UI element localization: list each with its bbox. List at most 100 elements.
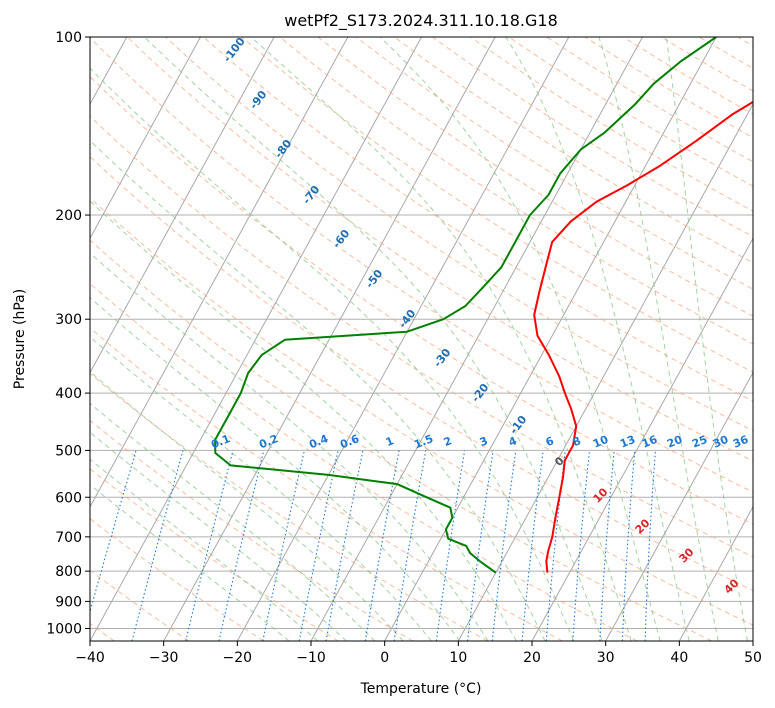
- dry-adiabat-line: [90, 37, 753, 493]
- isotherm-line: [90, 37, 201, 240]
- dry-adiabat-line: [90, 419, 414, 641]
- x-tick-label: 50: [744, 650, 762, 666]
- moist-adiabat-line: [90, 336, 432, 641]
- moist-adiabat-line: [598, 37, 719, 641]
- mixing-ratio-line: [185, 450, 234, 641]
- moist-adiabat-line: [90, 371, 404, 641]
- isotherm-line: [90, 37, 275, 374]
- axis-layer: −40 −30 −20 −10 0 10 20 30 40 50 100 200 300 400 500 60…: [46, 30, 762, 666]
- moist-adiabat-label: 30: [677, 545, 697, 565]
- mixing-ratio-label: 10: [591, 433, 610, 451]
- mixing-ratio-label: 3: [478, 434, 490, 449]
- moist-adiabat-line: [90, 458, 319, 641]
- isotherm-line: [752, 639, 753, 641]
- dry-adiabat-label: -90: [247, 88, 270, 112]
- isotherm-line: [457, 103, 753, 641]
- dry-adiabat-label: -30: [431, 346, 454, 370]
- moist-adiabat-line: [90, 402, 376, 641]
- y-tick-label: 400: [55, 386, 82, 402]
- mixing-ratio-line: [466, 450, 494, 641]
- x-tick-label: 20: [523, 650, 541, 666]
- dry-adiabat-line: [90, 569, 190, 641]
- x-tick-label: −40: [75, 650, 105, 666]
- mixing-ratio-line: [393, 450, 427, 641]
- isotherm-line: [90, 37, 349, 508]
- dry-adiabat-line: [90, 518, 264, 641]
- dry-adiabat-line: [90, 282, 638, 641]
- dry-adiabat-line: [394, 37, 753, 264]
- dry-adiabat-line: [90, 155, 753, 592]
- x-tick-label: −10: [296, 650, 326, 666]
- y-tick-label: 200: [55, 208, 82, 224]
- dry-adiabat-label: -10: [507, 413, 530, 437]
- dry-adiabat-label: -50: [363, 267, 386, 291]
- y-tick-label: 500: [55, 443, 82, 459]
- dry-adiabat-line: [432, 37, 753, 238]
- isotherm-line: [678, 505, 753, 641]
- dry-adiabat-label: -60: [330, 227, 353, 251]
- dry-adiabat-line: [90, 468, 339, 641]
- isotherm-line: [310, 37, 643, 641]
- y-tick-label: 800: [55, 564, 82, 580]
- x-tick-label: 40: [670, 650, 688, 666]
- mixing-ratio-line: [572, 450, 591, 641]
- dry-adiabat-line: [355, 37, 753, 290]
- y-tick-label: 300: [55, 312, 82, 328]
- mixing-ratio-line: [90, 450, 137, 614]
- moist-adiabat-line: [665, 37, 748, 641]
- mixing-ratio-label: 2: [442, 434, 454, 449]
- mixing-ratio-label: 30: [711, 433, 730, 451]
- mixing-ratio-label: 36: [731, 433, 750, 451]
- grid-layer: [90, 37, 753, 641]
- moist-adiabat-line: [90, 139, 546, 641]
- y-axis-title: Pressure (hPa): [12, 289, 28, 389]
- x-tick-label: 30: [597, 650, 615, 666]
- x-axis-title: Temperature (°C): [360, 681, 482, 697]
- temperature-profile-line: [533, 100, 753, 573]
- dry-adiabat-label: -40: [396, 307, 419, 331]
- isotherm-line: [531, 237, 753, 641]
- mixing-ratio-label: 20: [665, 433, 684, 451]
- dry-adiabat-label: -100: [221, 35, 248, 65]
- moist-adiabat-line: [90, 67, 575, 641]
- isotherm-line: [90, 37, 422, 641]
- dry-adiabat-line: [584, 37, 753, 139]
- moist-adiabat-line: [90, 252, 489, 641]
- mixing-ratio-label: 0.6: [338, 432, 361, 451]
- mixing-ratio-label: 0.1: [209, 432, 232, 451]
- dry-adiabat-line: [90, 197, 753, 626]
- dry-adiabat-line: [661, 37, 753, 92]
- dry-adiabat-line: [90, 115, 753, 558]
- mixing-ratio-line: [262, 450, 305, 641]
- dry-adiabat-line: [90, 239, 712, 641]
- moist-adiabat-line: [144, 37, 603, 641]
- moist-adiabat-line: [90, 200, 517, 641]
- dry-adiabat-line: [317, 37, 753, 317]
- dry-adiabat-line: [241, 37, 753, 373]
- dry-adiabat-line: [90, 327, 563, 641]
- mixing-ratio-line: [218, 450, 265, 641]
- mixing-ratio-label: 25: [690, 433, 709, 451]
- x-tick-label: 0: [380, 650, 389, 666]
- mixing-ratio-label: 16: [640, 433, 659, 451]
- dry-adiabat-line: [165, 37, 753, 432]
- mixing-ratio-line: [521, 450, 544, 641]
- moist-adiabat-line: [90, 297, 461, 641]
- mixing-ratio-line: [621, 450, 636, 641]
- moist-adiabat-line: [505, 37, 690, 641]
- mixing-ratio-label: 1: [384, 434, 396, 449]
- dry-adiabat-line: [90, 372, 488, 641]
- dewpoint-profile-line: [214, 37, 717, 574]
- x-tick-label: −30: [149, 650, 179, 666]
- mixing-ratio-line: [131, 450, 184, 641]
- isotherm-line: [163, 37, 496, 641]
- y-tick-label: 1000: [46, 621, 82, 637]
- mixing-ratio-label: 0.4: [307, 432, 330, 451]
- x-tick-label: 10: [449, 650, 467, 666]
- isotherm-line: [236, 37, 570, 641]
- isotherm-line: [384, 37, 717, 641]
- isotherm-line: [605, 371, 753, 641]
- moist-adiabat-line: [90, 484, 290, 641]
- y-tick-label: 600: [55, 490, 82, 506]
